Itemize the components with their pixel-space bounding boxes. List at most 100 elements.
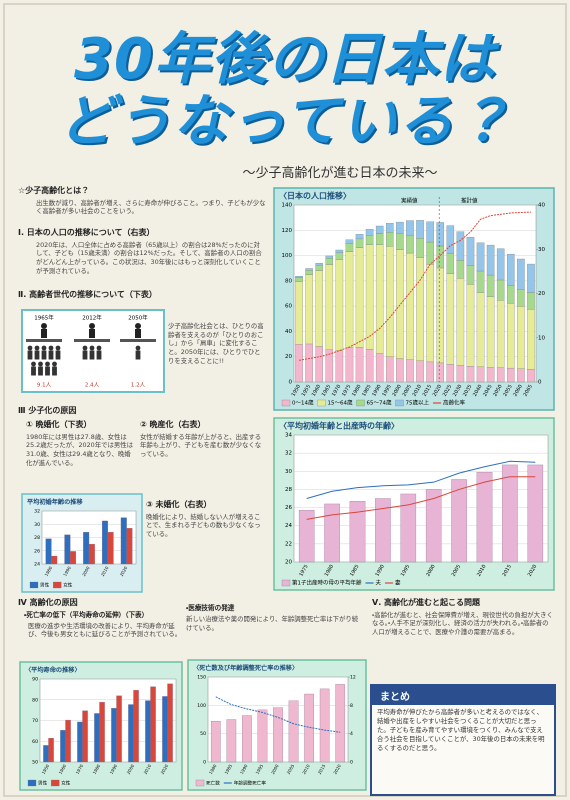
x-tick-label: 1950 [41,763,51,775]
x-tick-label: 2000 [391,384,402,398]
x-tick-label: 1980 [324,564,335,578]
legend-swatch [27,779,37,787]
bar-segment [486,296,495,368]
bar-segment [446,273,455,365]
heading: Ⅱ. 高齢者世代の推移について（下表） [18,290,157,299]
bar-segment [456,278,465,366]
bar-segment [365,229,374,236]
legend-swatch [195,779,205,787]
figure-body [38,366,43,376]
intro: ☆少子高齢化とは？ 出生数が減り、高齢者が増え、さらに寿命が伸びること。つまり、… [18,186,266,216]
x-tick-label: 2020 [332,763,342,775]
y-tick-label: 32 [34,509,40,515]
bar-segment [335,252,344,260]
bar-segment [426,361,434,383]
heading: ② 晩産化（右表） [140,420,206,429]
illustration-ratio: 2.4人 [85,383,100,389]
bar-segment [436,267,444,364]
bar [120,517,127,565]
bar-segment [386,232,394,247]
figure-head [52,361,57,367]
x-tick-label: 2010 [143,763,153,775]
bar-segment [295,276,303,278]
bar-segment [396,221,404,234]
summary-box: まとめ 平均寿命が伸びたから高齢者が多いと考えるのではなく、結婚や出産をしやすい… [370,684,556,796]
legend-swatch [317,399,326,407]
line [306,460,536,499]
x-tick-label: 2030 [452,384,463,398]
x-tick-label: 2000 [425,564,436,578]
figure-body [41,329,47,338]
legend-label: 男性 [40,582,50,589]
bar [425,489,442,563]
item: ① 晩婚化（下表） 1980年には男性は27.8歳、女性は25.2歳だったが、2… [26,420,134,467]
bar-segment [496,279,505,301]
bar-segment [466,366,475,383]
bar-segment [396,249,404,359]
bar-segment [355,234,364,240]
figure-head [135,345,141,351]
legend-label: 15〜64歳 [328,399,353,407]
y-tick-label: 20 [285,560,292,566]
x-tick-label: 2000 [126,763,136,775]
bar-segment [456,231,465,261]
x-tick-label: 1995 [255,763,265,775]
figure-body [82,350,88,360]
bar [375,498,391,563]
bar-segment [436,362,444,383]
bar-segment [315,270,323,347]
paper-border [3,3,567,797]
bar-segment [507,285,515,304]
bar-segment [527,292,535,310]
y2-tick-label: 40 [538,203,545,209]
legend-swatch [53,581,62,589]
y-tick-label: 80 [32,697,38,703]
legend-label: 75歳以上 [406,399,430,407]
item: ③ 未婚化（右表） 晩婚化により、結婚しない人が増えることで、生まれる子どもの数… [146,500,266,539]
bar-segment [335,259,344,351]
bar-segment [456,365,465,383]
bar [400,493,417,563]
figure-head [38,361,43,367]
x-tick-label: 1970 [331,384,342,398]
item: ② 晩産化（右表） 女性が結婚する年齢が上がると、出産する年齢も上がり、子どもを… [140,420,266,459]
text: ・高齢化が進むと、社会保障費が増え、現役世代の負担が大きくなる。・人手不足が深刻… [372,610,553,637]
bar-segment [325,255,334,259]
platform [26,339,62,342]
x-tick-label: 2015 [422,384,433,398]
section: Ⅳ 高齢化の原因 ・死亡率の低下（平均寿命の延伸）（下表） 医療の進歩や生活環境… [18,598,183,639]
bar [257,709,268,763]
text: 1980年には男性は27.8歳、女性は25.2歳だったが、2020年では男性は3… [26,432,134,467]
x-tick-label: 2010 [476,564,487,578]
y-tick-label: 40 [285,329,292,335]
bar [94,713,100,763]
bar-segment [496,248,505,281]
section: Ⅱ. 高齢者世代の推移について（下表） [18,290,266,303]
y-tick-label: 100 [197,703,206,709]
y2-tick-label: 0 [350,760,353,766]
x-tick-label: 1960 [311,384,322,398]
bar-segment [386,246,394,357]
section: Ⅴ. 高齢化が進むと起こる問題 ・高齢化が進むと、社会保障費が増え、現役世代の負… [372,598,554,637]
bar-segment [355,238,364,248]
figure-body [34,350,40,360]
x-tick-label: 1990 [239,763,249,775]
bar-segment [365,235,374,245]
bar-segment [335,350,344,383]
y-tick-label: 28 [285,487,292,493]
bar-segment [295,281,303,345]
bar-segment [507,367,515,383]
line [306,476,536,520]
bar-segment [345,243,354,252]
x-tick-label: 1975 [341,384,352,398]
illustration-year: 2050年 [128,314,148,322]
heading: ③ 未婚化（右表） [146,500,212,509]
x-tick-label: 1960 [58,763,68,775]
bar-segment [406,235,414,254]
x-tick-label: 2000 [81,565,91,577]
bar [335,684,346,763]
text: 女性が結婚する年齢が上がると、出産する年齢も上がり、子どもを産む数が少なくなって… [140,432,262,459]
legend-label: 妻 [395,579,401,587]
annotation: 実績値 [401,197,418,205]
bar-segment [476,242,485,272]
